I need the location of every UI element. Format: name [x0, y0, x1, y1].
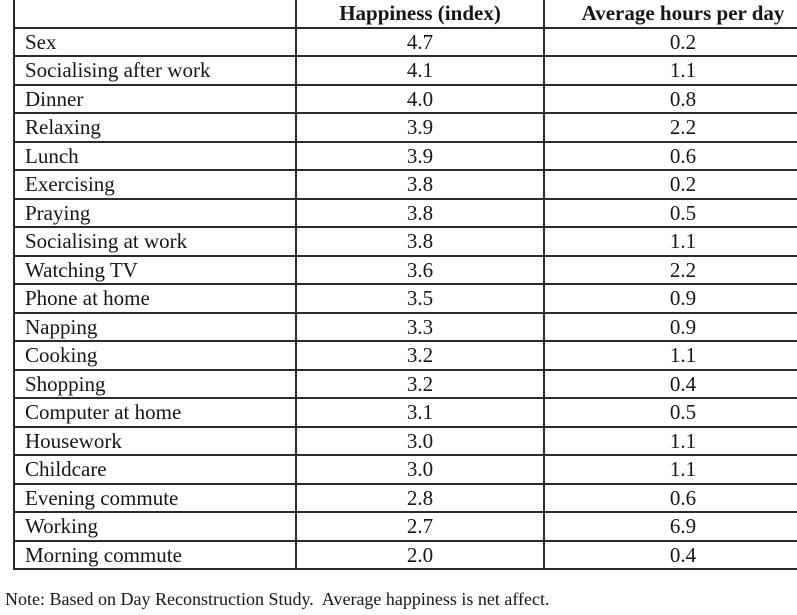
table-row: Socialising at work 3.8 1.1 — [13, 226, 797, 257]
activity-cell: Watching TV — [13, 254, 297, 285]
activity-cell: Napping — [13, 311, 297, 342]
hours-cell: 2.2 — [543, 112, 797, 143]
happiness-cell: 3.8 — [295, 169, 545, 200]
hours-cell: 0.2 — [543, 169, 797, 200]
activity-cell: Cooking — [13, 340, 297, 371]
hours-cell: 0.8 — [543, 83, 797, 114]
happiness-cell: 3.9 — [295, 140, 545, 171]
table-row: Exercising 3.8 0.2 — [13, 169, 797, 200]
hours-cell: 0.4 — [543, 539, 797, 570]
hours-cell: 1.1 — [543, 340, 797, 371]
hours-cell: 1.1 — [543, 454, 797, 485]
activity-cell: Dinner — [13, 83, 297, 114]
hours-cell: 2.2 — [543, 254, 797, 285]
table-row: Sex 4.7 0.2 — [13, 26, 797, 57]
activity-cell: Exercising — [13, 169, 297, 200]
happiness-cell: 2.7 — [295, 511, 545, 542]
hours-cell: 0.6 — [543, 140, 797, 171]
activity-cell: Shopping — [13, 368, 297, 399]
hours-cell: 1.1 — [543, 226, 797, 257]
activity-cell: Praying — [13, 197, 297, 228]
activity-cell: Morning commute — [13, 539, 297, 570]
table-row: Evening commute 2.8 0.6 — [13, 482, 797, 513]
table-row: Watching TV 3.6 2.2 — [13, 254, 797, 285]
table-row: Relaxing 3.9 2.2 — [13, 112, 797, 143]
hours-cell: 1.1 — [543, 425, 797, 456]
hours-cell: 0.9 — [543, 283, 797, 314]
happiness-cell: 3.0 — [295, 425, 545, 456]
happiness-cell: 4.1 — [295, 55, 545, 86]
happiness-cell: 3.1 — [295, 397, 545, 428]
table-row: Shopping 3.2 0.4 — [13, 368, 797, 399]
activity-cell: Relaxing — [13, 112, 297, 143]
happiness-cell: 3.2 — [295, 340, 545, 371]
activity-cell: Computer at home — [13, 397, 297, 428]
table-row: Dinner 4.0 0.8 — [13, 83, 797, 114]
activity-cell: Working — [13, 511, 297, 542]
table-row: Phone at home 3.5 0.9 — [13, 283, 797, 314]
happiness-cell: 3.5 — [295, 283, 545, 314]
table-row: Praying 3.8 0.5 — [13, 197, 797, 228]
happiness-cell: 3.9 — [295, 112, 545, 143]
hours-column-header: Average hours per day — [543, 0, 797, 29]
table-row: Housework 3.0 1.1 — [13, 425, 797, 456]
happiness-cell: 3.8 — [295, 226, 545, 257]
happiness-cell: 4.0 — [295, 83, 545, 114]
hours-cell: 1.1 — [543, 55, 797, 86]
hours-cell: 0.6 — [543, 482, 797, 513]
hours-cell: 0.4 — [543, 368, 797, 399]
happiness-cell: 2.0 — [295, 539, 545, 570]
table-row: Socialising after work 4.1 1.1 — [13, 55, 797, 86]
activity-cell: Socialising at work — [13, 226, 297, 257]
happiness-cell: 3.0 — [295, 454, 545, 485]
table-row: Childcare 3.0 1.1 — [13, 454, 797, 485]
activity-cell: Housework — [13, 425, 297, 456]
table-header: Happiness (index) Average hours per day — [13, 0, 797, 29]
happiness-column-header: Happiness (index) — [295, 0, 545, 29]
table-row: Morning commute 2.0 0.4 — [13, 539, 797, 570]
happiness-cell: 3.3 — [295, 311, 545, 342]
activity-cell: Evening commute — [13, 482, 297, 513]
table-row: Napping 3.3 0.9 — [13, 311, 797, 342]
happiness-cell: 3.2 — [295, 368, 545, 399]
table-row: Cooking 3.2 1.1 — [13, 340, 797, 371]
activity-cell: Phone at home — [13, 283, 297, 314]
activity-cell: Sex — [13, 26, 297, 57]
activities-happiness-table: Happiness (index) Average hours per day … — [13, 0, 797, 570]
activity-cell: Childcare — [13, 454, 297, 485]
happiness-cell: 3.6 — [295, 254, 545, 285]
hours-cell: 0.9 — [543, 311, 797, 342]
table-body: Sex 4.7 0.2 Socialising after work 4.1 1.1 Din… — [13, 26, 797, 570]
table-footnote: Note: Based on Day Reconstruction Study.… — [5, 589, 550, 609]
activity-cell: Socialising after work — [13, 55, 297, 86]
happiness-cell: 3.8 — [295, 197, 545, 228]
happiness-cell: 2.8 — [295, 482, 545, 513]
table-row: Computer at home 3.1 0.5 — [13, 397, 797, 428]
activity-column-header — [13, 0, 297, 29]
happiness-cell: 4.7 — [295, 26, 545, 57]
hours-cell: 6.9 — [543, 511, 797, 542]
table-row: Lunch 3.9 0.6 — [13, 140, 797, 171]
activity-cell: Lunch — [13, 140, 297, 171]
hours-cell: 0.5 — [543, 397, 797, 428]
header-row: Happiness (index) Average hours per day — [13, 0, 797, 29]
hours-cell: 0.5 — [543, 197, 797, 228]
hours-cell: 0.2 — [543, 26, 797, 57]
table-row: Working 2.7 6.9 — [13, 511, 797, 542]
